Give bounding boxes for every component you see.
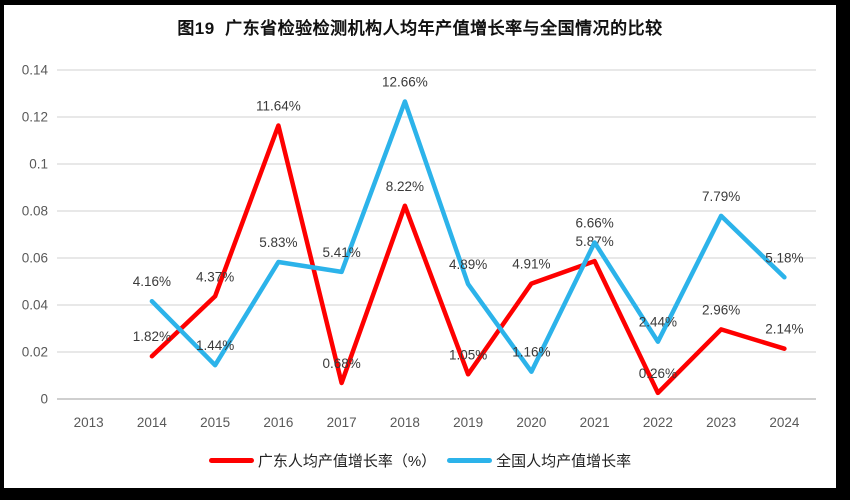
y-tick-label: 0.04 [22,298,49,313]
legend-swatch-national-line [447,458,493,463]
x-tick-label: 2018 [390,415,420,430]
legend-label-national: 全国人均产值增长率 [496,453,632,470]
data-label: 4.91% [512,257,550,272]
legend: 广东人均产值增长率（%） 全国人均产值增长率 [4,450,836,471]
series-line-national [149,99,787,374]
data-label: 6.66% [575,215,613,230]
x-tick-label: 2016 [263,415,293,430]
x-tick-label: 2013 [74,415,104,430]
data-label: 4.89% [449,257,487,272]
data-label: 2.14% [765,322,803,337]
x-tick-label: 2024 [769,415,800,430]
data-label: 7.79% [702,189,740,204]
data-label: 0.68% [322,356,360,371]
data-label: 1.44% [196,338,234,353]
x-tick-label: 2020 [516,415,546,430]
legend-item-national: 全国人均产值增长率 [447,450,631,471]
data-label: 12.66% [382,74,428,89]
data-label: 5.83% [259,235,297,250]
data-label: 0.26% [639,366,677,381]
y-tick-label: 0.12 [22,110,48,125]
data-label: 11.64% [256,98,301,113]
data-label: 1.16% [512,345,550,360]
legend-label-guangdong: 广东人均产值增长率（%） [257,453,437,470]
data-label: 1.82% [133,329,171,344]
x-tick-label: 2015 [200,415,230,430]
y-tick-label: 0.14 [22,63,49,78]
chart-title: 图19 广东省检验检测机构人均年产值增长率与全国情况的比较 [177,19,663,38]
chart-panel: 图19 广东省检验检测机构人均年产值增长率与全国情况的比较 0 0.02 0.04 0… [4,5,836,488]
data-label: 4.37% [196,269,234,284]
data-label: 8.22% [386,179,424,194]
x-tick-label: 2022 [643,415,673,430]
data-label: 4.16% [133,274,171,289]
y-tick-label: 0.06 [22,251,48,266]
data-label: 1.05% [449,347,487,362]
chart-canvas: 0 0.02 0.04 0.06 0.08 0.1 0.12 0.14 2013 2014 2015… [22,63,816,430]
x-tick-label: 2021 [580,415,610,430]
data-label: 5.18% [765,250,803,265]
y-tick-label: 0.02 [22,345,48,360]
y-tick-label: 0.08 [22,204,48,219]
legend-swatch-guangdong-line [208,458,254,463]
x-tick-label: 2014 [137,415,168,430]
x-tick-label: 2019 [453,415,483,430]
x-tick-label: 2023 [706,415,736,430]
data-label: 2.96% [702,302,740,317]
data-label: 5.41% [322,245,360,260]
data-label: 2.44% [639,315,677,330]
x-tick-label: 2017 [327,415,357,430]
y-tick-label: 0 [40,392,48,407]
legend-item-guangdong: 广东人均产值增长率（%） [208,450,437,471]
series-line-guangdong [149,123,787,396]
y-tick-label: 0.1 [29,157,48,172]
